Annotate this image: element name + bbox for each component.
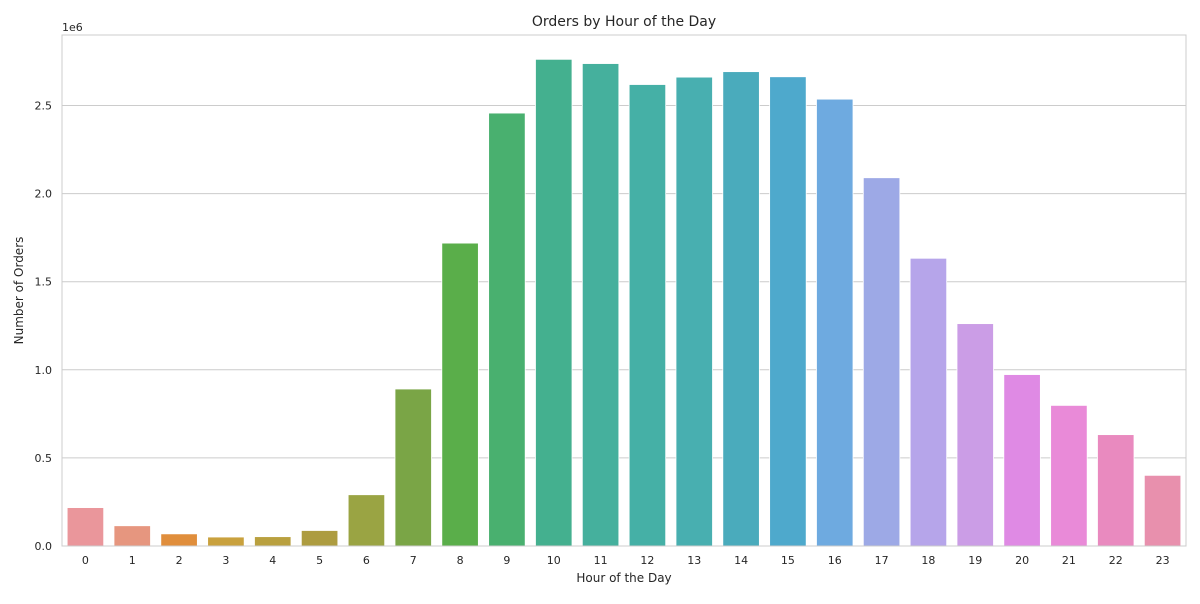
x-tick-label: 15 bbox=[781, 554, 795, 567]
x-tick-label: 20 bbox=[1015, 554, 1029, 567]
bar-hour-20 bbox=[1003, 374, 1041, 547]
bars-layer bbox=[66, 58, 1182, 547]
bar-hour-14 bbox=[722, 71, 760, 547]
bar-hour-5 bbox=[300, 530, 339, 547]
x-tick-label: 1 bbox=[129, 554, 136, 567]
bar-hour-16 bbox=[816, 98, 854, 547]
x-tick-label: 6 bbox=[363, 554, 370, 567]
bar-hour-19 bbox=[956, 323, 994, 547]
x-tick-labels: 0 1 2 3 4 5 6 7 8 9 10 11 12 13 14 15 16 17 18 19 20 21 22 23 bbox=[82, 554, 1170, 567]
y-tick-label: 2.5 bbox=[35, 99, 53, 112]
bar-hour-8 bbox=[441, 242, 479, 547]
bar-hour-12 bbox=[628, 84, 667, 547]
x-tick-label: 9 bbox=[503, 554, 510, 567]
x-tick-label: 2 bbox=[176, 554, 183, 567]
x-tick-label: 18 bbox=[921, 554, 935, 567]
x-tick-label: 21 bbox=[1062, 554, 1076, 567]
x-tick-label: 11 bbox=[594, 554, 608, 567]
bar-hour-21 bbox=[1050, 404, 1088, 547]
bar-hour-18 bbox=[909, 257, 948, 547]
x-tick-label: 4 bbox=[269, 554, 276, 567]
y-tick-labels: 0.0 0.5 1.0 1.5 2.0 2.5 bbox=[35, 99, 53, 553]
axes-frame bbox=[61, 34, 1187, 547]
bar-hour-9 bbox=[488, 112, 526, 547]
x-tick-label: 22 bbox=[1109, 554, 1123, 567]
bar-hour-22 bbox=[1097, 434, 1135, 547]
y-axis-label: Number of Orders bbox=[12, 237, 26, 345]
x-tick-label: 14 bbox=[734, 554, 748, 567]
y-tick-label: 0.0 bbox=[35, 540, 53, 553]
y-axis-offset-text: 1e6 bbox=[62, 21, 83, 34]
chart-title: Orders by Hour of the Day bbox=[532, 14, 716, 30]
y-tick-label: 1.0 bbox=[35, 364, 53, 377]
bar-hour-3 bbox=[207, 536, 245, 547]
bar-hour-15 bbox=[769, 76, 807, 547]
bar-hour-7 bbox=[394, 388, 432, 547]
x-tick-label: 0 bbox=[82, 554, 89, 567]
bar-hour-2 bbox=[160, 533, 198, 547]
bar-hour-13 bbox=[675, 76, 713, 547]
x-tick-label: 3 bbox=[222, 554, 229, 567]
x-tick-label: 7 bbox=[410, 554, 417, 567]
x-tick-label: 16 bbox=[828, 554, 842, 567]
bar-hour-23 bbox=[1143, 474, 1182, 547]
y-tick-label: 1.5 bbox=[35, 276, 53, 289]
bar-hour-17 bbox=[862, 177, 901, 547]
bar-hour-1 bbox=[113, 525, 151, 547]
y-tick-label: 0.5 bbox=[35, 452, 53, 465]
x-tick-label: 8 bbox=[457, 554, 464, 567]
x-tick-label: 23 bbox=[1156, 554, 1170, 567]
bar-hour-11 bbox=[581, 63, 620, 547]
x-tick-label: 19 bbox=[968, 554, 982, 567]
x-tick-label: 5 bbox=[316, 554, 323, 567]
x-axis-label: Hour of the Day bbox=[576, 571, 671, 585]
x-tick-label: 13 bbox=[687, 554, 701, 567]
y-tick-label: 2.0 bbox=[35, 188, 53, 201]
bar-hour-4 bbox=[254, 536, 292, 547]
bar-hour-10 bbox=[535, 58, 573, 547]
x-tick-label: 10 bbox=[547, 554, 561, 567]
x-tick-label: 17 bbox=[875, 554, 889, 567]
x-tick-label: 12 bbox=[640, 554, 654, 567]
bar-hour-6 bbox=[347, 494, 386, 547]
bar-hour-0 bbox=[66, 507, 105, 547]
